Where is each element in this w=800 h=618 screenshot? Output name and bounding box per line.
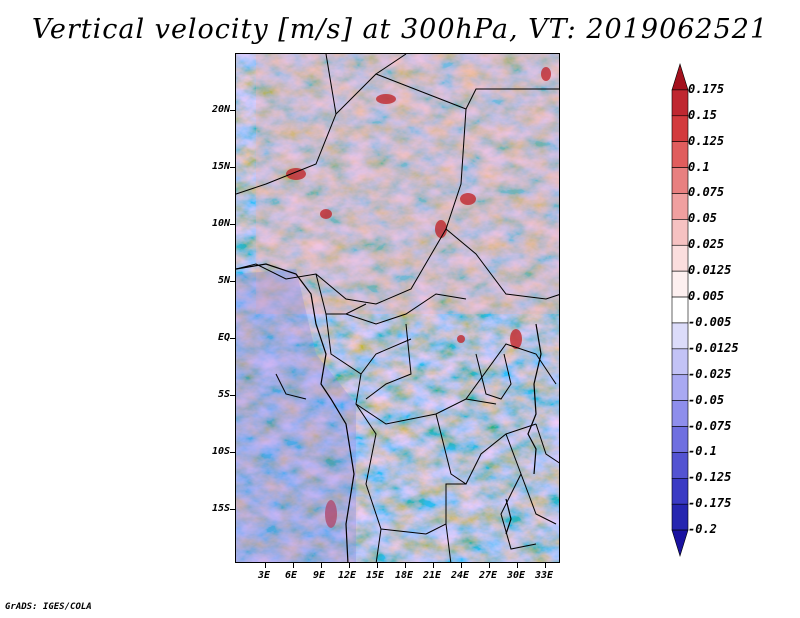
colorbar-segment: [671, 219, 689, 246]
colorbar-label: -0.175: [688, 496, 732, 511]
colorbar-label: 0.0125: [688, 263, 732, 278]
colorbar-label: 0.025: [688, 237, 725, 252]
colorbar-segment: [671, 167, 689, 194]
colorbar-segment: [671, 193, 689, 220]
colorbar: [671, 62, 689, 558]
colorbar-label: -0.025: [688, 366, 732, 381]
lat-label-5s: 5S: [217, 389, 230, 400]
lon-label-27e: 27E: [479, 570, 498, 581]
colorbar-label: -0.0125: [688, 340, 739, 355]
lon-label-15e: 15E: [366, 570, 385, 581]
colorbar-segment: [671, 478, 689, 505]
lon-tick: [265, 563, 266, 568]
lon-label-3e: 3E: [258, 570, 271, 581]
lat-tick: [230, 509, 235, 510]
colorbar-segment: [671, 89, 689, 117]
footer-credit: GrADS: IGES/COLA: [5, 602, 92, 612]
colorbar-label: 0.005: [688, 289, 725, 304]
lat-tick: [230, 167, 235, 168]
lat-label-eq: EQ: [217, 332, 230, 343]
colorbar-label: 0.175: [688, 81, 725, 96]
lon-tick: [349, 563, 350, 568]
colorbar-segment: [671, 374, 689, 401]
colorbar-segment: [671, 503, 689, 531]
lon-label-18e: 18E: [395, 570, 414, 581]
colorbar-segment: [671, 400, 689, 427]
colorbar-label: -0.005: [688, 314, 732, 329]
lon-label-30e: 30E: [507, 570, 526, 581]
colorbar-label: -0.125: [688, 470, 732, 485]
lon-label-12e: 12E: [338, 570, 357, 581]
lat-tick: [230, 110, 235, 111]
colorbar-segment: [671, 270, 689, 298]
lat-label-20n: 20N: [211, 104, 230, 115]
colorbar-segment: [671, 296, 689, 324]
lon-label-24e: 24E: [451, 570, 470, 581]
lon-tick: [405, 563, 406, 568]
lon-tick: [433, 563, 434, 568]
colorbar-segment: [671, 62, 689, 91]
lon-label-9e: 9E: [313, 570, 326, 581]
map-panel: [235, 53, 560, 563]
colorbar-segment: [671, 141, 689, 168]
colorbar-label: 0.05: [688, 211, 717, 226]
lon-tick: [489, 563, 490, 568]
lon-tick: [517, 563, 518, 568]
lon-label-33e: 33E: [535, 570, 554, 581]
colorbar-label: -0.05: [688, 392, 725, 407]
colorbar-segment: [671, 426, 689, 453]
colorbar-label: 0.1: [688, 159, 710, 174]
colorbar-segment: [671, 244, 689, 272]
lon-label-21e: 21E: [423, 570, 442, 581]
colorbar-segment: [671, 452, 689, 479]
lat-label-15n: 15N: [211, 161, 230, 172]
colorbar-segment: [671, 529, 689, 558]
lat-tick: [230, 395, 235, 396]
lon-tick: [461, 563, 462, 568]
lat-tick: [230, 281, 235, 282]
lat-label-10s: 10S: [211, 446, 230, 457]
colorbar-label: -0.075: [688, 418, 732, 433]
lat-tick: [230, 224, 235, 225]
lon-tick: [321, 563, 322, 568]
lat-tick: [230, 338, 235, 339]
colorbar-segment: [671, 322, 689, 350]
lat-label-15s: 15S: [211, 503, 230, 514]
colorbar-label: 0.125: [688, 133, 725, 148]
lat-tick: [230, 452, 235, 453]
velocity-field: [236, 54, 559, 562]
colorbar-label: 0.15: [688, 107, 717, 122]
colorbar-label: -0.1: [688, 444, 717, 459]
colorbar-segment: [671, 115, 689, 142]
plot-title: Vertical velocity [m/s] at 300hPa, VT: 2…: [31, 14, 769, 45]
lon-label-6e: 6E: [285, 570, 298, 581]
lon-tick: [377, 563, 378, 568]
lat-label-10n: 10N: [211, 218, 230, 229]
colorbar-label: -0.2: [688, 522, 717, 537]
lon-tick: [293, 563, 294, 568]
colorbar-label: 0.075: [688, 185, 725, 200]
lon-tick: [545, 563, 546, 568]
lat-label-5n: 5N: [217, 275, 230, 286]
colorbar-segment: [671, 348, 689, 376]
